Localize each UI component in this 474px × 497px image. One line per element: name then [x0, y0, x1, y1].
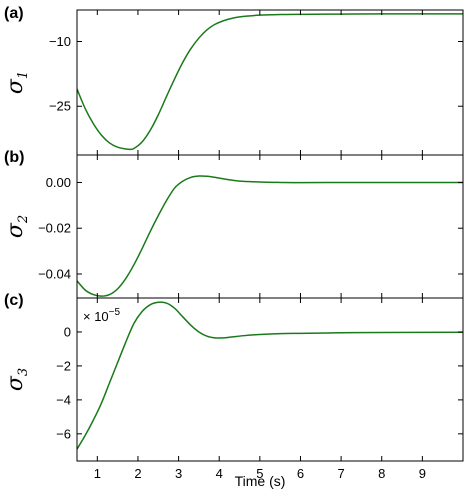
y-tick-label: −6 — [56, 426, 71, 441]
plot-frame — [76, 154, 464, 299]
panel-a: −10 −25 (a) σ1 — [3, 5, 464, 156]
x-axis-label: Time (s) — [235, 473, 286, 489]
panel-label: (b) — [4, 149, 24, 166]
x-tick-label: 8 — [378, 466, 385, 481]
series-line — [77, 301, 463, 450]
x-tick-label: 6 — [297, 466, 304, 481]
panel-label: (a) — [4, 5, 24, 22]
x-tick-label: 9 — [419, 466, 426, 481]
x-tick-label: 2 — [134, 466, 141, 481]
x-tick-label: 5 — [256, 466, 263, 481]
plot-frame — [76, 9, 464, 156]
y-tick-label: 0 — [64, 324, 71, 339]
y-tick-label: −25 — [49, 99, 71, 114]
panel-label: (c) — [4, 292, 24, 309]
plot-frame — [76, 297, 464, 462]
x-tick-label: 4 — [216, 466, 223, 481]
y-tick-label: −0.04 — [38, 266, 71, 281]
y-tick-label: 0.00 — [46, 175, 71, 190]
y-tick-label: −10 — [49, 34, 71, 49]
panel-c: 0 −2 −4 −6 1 2 3 4 5 6 7 8 9 Time (s) (c) σ3 × 10−5 — [3, 292, 464, 489]
x-tick-label: 3 — [175, 466, 182, 481]
series-line — [77, 13, 463, 151]
y-scale-note: × 10−5 — [83, 307, 121, 324]
y-axis-label: σ1 — [3, 71, 31, 94]
x-tick-label: 1 — [94, 466, 101, 481]
y-axis-label: σ3 — [3, 368, 31, 391]
y-tick-label: −0.02 — [38, 221, 71, 236]
series-line — [77, 175, 463, 297]
y-axis-label: σ2 — [3, 215, 31, 238]
y-tick-label: −2 — [56, 358, 71, 373]
y-tick-label: −4 — [56, 392, 71, 407]
x-tick-label: 7 — [337, 466, 344, 481]
panel-b: 0.00 −0.02 −0.04 (b) σ2 — [3, 149, 464, 299]
